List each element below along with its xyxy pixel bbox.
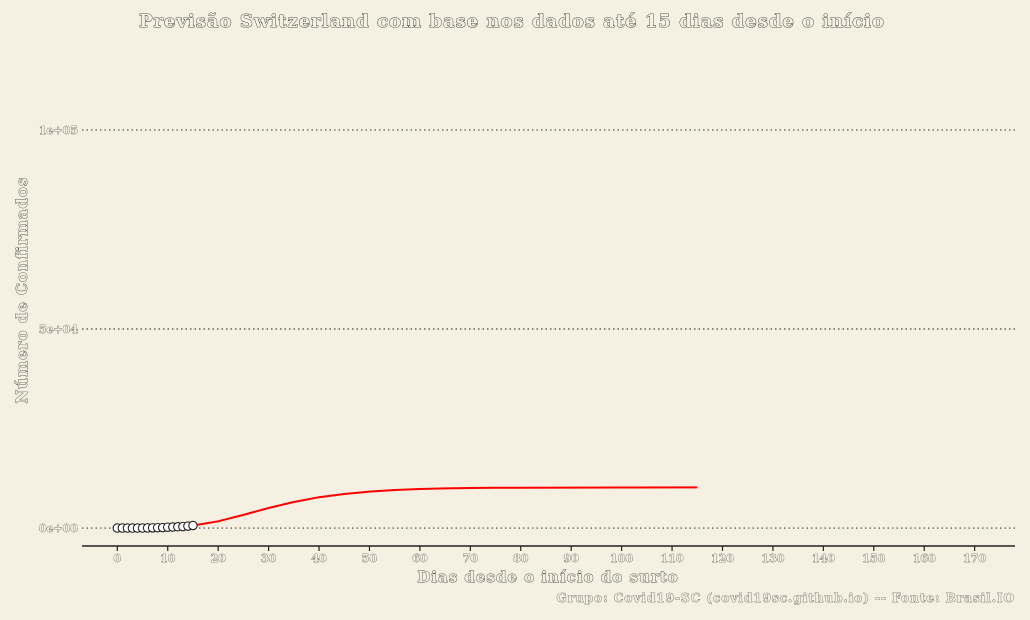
x-tick-label: 90: [564, 552, 580, 565]
x-tick-label: 170: [963, 552, 986, 565]
forecast-line: [192, 486, 698, 527]
x-tick-label: 10: [160, 552, 176, 565]
x-tick-label: 50: [362, 552, 378, 565]
x-tick-label: 20: [211, 552, 227, 565]
x-tick-label: 150: [862, 552, 885, 565]
x-tick-label: 80: [513, 552, 529, 565]
y-tick-label: 0e+00: [39, 522, 79, 535]
x-tick-label: 140: [812, 552, 835, 565]
y-axis-title: Número de Confirmados: [13, 177, 31, 404]
y-tick-label: 1e+05: [39, 124, 78, 137]
x-tick-label: 30: [261, 552, 277, 565]
x-tick-label: 160: [913, 552, 936, 565]
y-tick-label: 5e+04: [39, 323, 79, 336]
x-tick-label: 0: [113, 552, 121, 565]
x-tick-label: 40: [311, 552, 327, 565]
x-tick-label: 60: [412, 552, 428, 565]
series-layer: [112, 486, 698, 533]
observed-point: [188, 520, 198, 531]
chart-title: Previsão Switzerland com base nos dados …: [139, 11, 885, 32]
x-tick-label: 130: [761, 552, 784, 565]
x-axis-title: Dias desde o início do surto: [417, 568, 678, 586]
ticks-layer: 0e+00 5e+04 1e+05 0 10 20 30 40 50 60 70 80 90 100 110…: [39, 124, 987, 566]
x-tick-label: 110: [661, 552, 684, 565]
x-tick-label: 120: [711, 552, 734, 565]
x-tick-label: 70: [463, 552, 479, 565]
chart-caption: Grupo: Covid19-SC (covid19sc.github.io) …: [557, 591, 1016, 605]
x-tick-label: 100: [610, 552, 633, 565]
grid-layer: [82, 129, 1015, 529]
